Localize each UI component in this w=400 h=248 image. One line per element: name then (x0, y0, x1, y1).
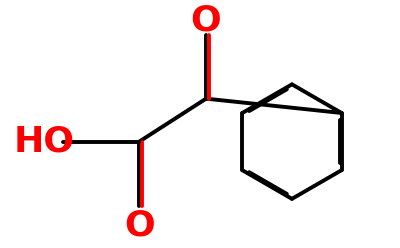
Text: O: O (124, 209, 155, 243)
Text: O: O (191, 3, 222, 37)
Text: HO: HO (13, 124, 74, 158)
